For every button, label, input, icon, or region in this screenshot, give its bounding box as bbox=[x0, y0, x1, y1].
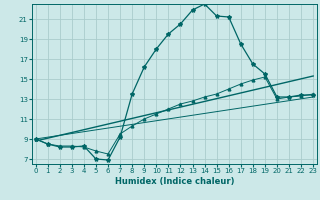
X-axis label: Humidex (Indice chaleur): Humidex (Indice chaleur) bbox=[115, 177, 234, 186]
